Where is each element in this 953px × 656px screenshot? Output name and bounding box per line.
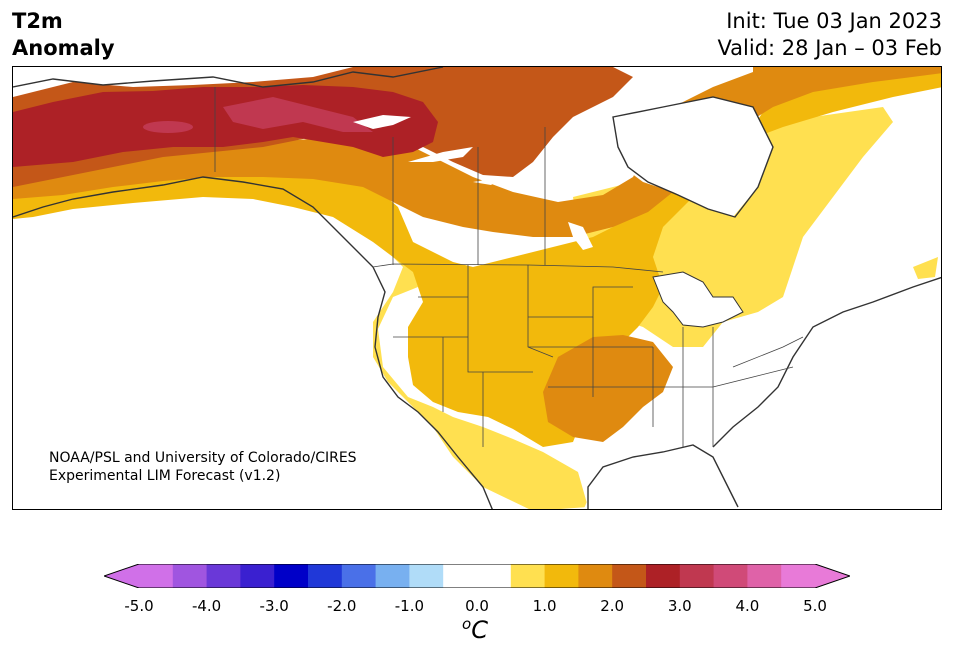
colorbar-cell [308,564,343,588]
colorbar-under-extension [104,564,139,588]
init-date: Init: Tue 03 Jan 2023 [726,9,942,33]
colorbar-over-extension [815,564,850,588]
colorbar-cell [375,564,410,588]
colorbar-cell [206,564,241,588]
colorbar-cell [713,564,748,588]
colorbar-tick-label: 4.0 [735,597,760,615]
credit-line-1: NOAA/PSL and University of Colorado/CIRE… [49,450,357,466]
coastline-north [13,67,444,88]
great-lakes [652,271,744,328]
valid-range: Valid: 28 Jan – 03 Feb [717,36,942,60]
anomaly-region-3p0 [223,97,373,132]
colorbar-tick-label: 3.0 [667,597,692,615]
colorbar-cell [747,564,782,588]
colorbar-tick-label: 5.0 [803,597,827,615]
colorbar-cell [781,564,816,588]
figure-title: T2m Anomaly [12,8,115,62]
colorbar-cell [341,564,377,588]
colorbar-cell [172,564,208,588]
coastline-west [13,176,493,509]
colorbar-tick-label: 0.0 [465,597,489,615]
colorbar-cell [510,564,546,588]
colorbar-cell [646,564,681,588]
colorbar-tick-label: 2.0 [600,597,625,615]
map-svg [13,67,941,509]
colorbar-cell [139,564,174,588]
colorbar-cell [274,564,309,588]
colorbar-cell [578,564,613,588]
atlantic-ocean [583,282,941,509]
coastline-hudson [612,96,774,218]
lake-athabasca [473,177,503,185]
anomaly-map [12,66,942,510]
title-variable-anomaly: Anomaly [12,36,115,60]
colorbar [104,564,850,588]
colorbar-unit: oC [462,615,488,644]
anomaly-region-1p5-south [543,335,673,442]
colorbar-tick-label: 1.0 [532,597,557,615]
credit-text: NOAA/PSL and University of Colorado/CIRE… [49,449,357,485]
colorbar-cell [240,564,275,588]
lake-great-bear [353,115,411,129]
colorbar-cell [409,564,444,588]
coastline-east [712,276,941,448]
colorbar-cell [679,564,715,588]
colorbar-tick-label: -1.0 [394,597,425,615]
colorbar-cell [477,564,512,588]
colorbar-cell [544,564,579,588]
unit-celsius: C [471,616,488,644]
pacific-ocean [13,207,493,509]
unit-degree: o [462,615,472,633]
colorbar-tick-label: -4.0 [191,597,222,615]
colorbar-tick-label: -2.0 [327,597,357,615]
anomaly-region-2p5 [13,85,438,167]
lake-winnipeg [568,222,593,250]
anomaly-region-0p5-nf [913,257,938,279]
colorbar-tick-label: -5.0 [124,597,154,615]
coastline-gulf [587,444,739,509]
anomaly-region-3p0-ak [143,121,193,133]
admin-borders [214,87,804,447]
hudson-bay [613,97,773,217]
forecast-dates: Init: Tue 03 Jan 2023 Valid: 28 Jan – 03… [717,8,942,62]
colorbar-tick-label: -3.0 [259,597,289,615]
title-variable: T2m [12,9,63,33]
colorbar-cell [443,564,478,588]
colorbar-cell [612,564,647,588]
colorbar-cells [104,564,850,588]
credit-line-2: Experimental LIM Forecast (v1.2) [49,468,281,484]
lake-great-slave [408,147,473,162]
anomaly-region-0p5 [13,175,588,509]
